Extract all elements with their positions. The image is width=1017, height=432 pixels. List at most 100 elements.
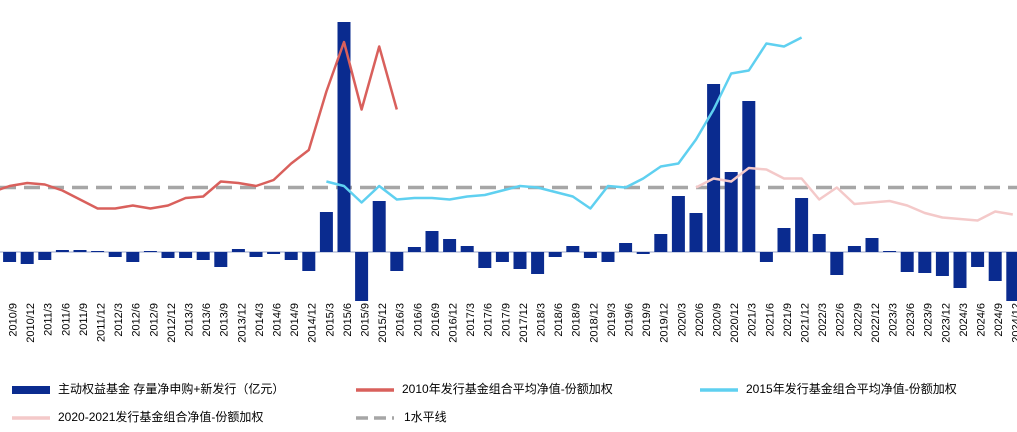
bar [935, 252, 949, 276]
bar [654, 234, 668, 252]
bar [548, 252, 562, 257]
legend-swatch [12, 386, 50, 394]
x-tick-label: 2024/12 [1011, 303, 1017, 343]
bar [601, 252, 615, 262]
x-tick-label: 2018/12 [588, 303, 600, 343]
legend-label: 2020-2021发行基金组合净值-份额加权 [58, 409, 263, 424]
x-tick-label: 2022/6 [835, 303, 847, 337]
bar [724, 172, 738, 252]
x-tick-label: 2017/6 [483, 303, 495, 337]
x-tick-label: 2021/3 [747, 303, 759, 337]
x-tick-label: 2011/3 [43, 303, 55, 336]
x-tick-label: 2012/12 [166, 303, 178, 343]
bar [636, 252, 650, 254]
bar [249, 252, 263, 257]
bar [38, 252, 52, 260]
x-tick-label: 2012/6 [131, 303, 143, 337]
bar [372, 201, 386, 252]
legend-label: 主动权益基金 存量净申购+新发行（亿元） [58, 381, 284, 396]
x-tick-label: 2016/3 [395, 303, 407, 337]
bar [847, 246, 861, 252]
x-tick-label: 2014/3 [254, 303, 266, 337]
bar [126, 252, 140, 262]
bar [319, 212, 333, 252]
x-tick-label: 2023/12 [940, 303, 952, 343]
bar [583, 252, 597, 258]
x-tick-label: 2013/12 [236, 303, 248, 343]
x-tick-label: 2018/9 [571, 303, 583, 337]
x-tick-label: 2014/6 [272, 303, 284, 337]
x-tick-label: 2013/3 [184, 303, 196, 337]
bar [460, 246, 474, 252]
x-tick-label: 2018/3 [536, 303, 548, 337]
x-tick-label: 2021/6 [764, 303, 776, 337]
x-tick-label: 2015/12 [377, 303, 389, 343]
x-tick-label: 2017/12 [518, 303, 530, 343]
x-tick-label: 2015/6 [342, 303, 354, 337]
x-tick-label: 2022/9 [852, 303, 864, 337]
x-tick-label: 2016/6 [412, 303, 424, 337]
bar [55, 250, 69, 252]
bar [302, 252, 316, 271]
legend-label: 2010年发行基金组合平均净值-份额加权 [402, 381, 613, 396]
x-tick-label: 2024/3 [958, 303, 970, 337]
x-tick-label: 2019/12 [659, 303, 671, 343]
x-tick-label: 2011/6 [60, 303, 72, 336]
x-tick-label: 2016/9 [430, 303, 442, 337]
bar [443, 239, 457, 252]
x-tick-label: 2021/12 [800, 303, 812, 343]
x-tick-label: 2011/9 [78, 303, 90, 336]
bar [214, 252, 228, 267]
bar [812, 234, 826, 252]
legend-label: 2015年发行基金组合平均净值-份额加权 [746, 381, 957, 396]
bar [337, 22, 351, 252]
bar [91, 251, 105, 252]
x-tick-label: 2019/9 [641, 303, 653, 337]
bar [777, 228, 791, 252]
x-tick-label: 2020/3 [676, 303, 688, 337]
line [326, 36, 803, 210]
bar [3, 252, 17, 262]
bar [390, 252, 404, 271]
bar [478, 252, 492, 268]
bar [988, 252, 1002, 281]
bar [918, 252, 932, 273]
x-tick-label: 2020/9 [712, 303, 724, 337]
x-tick-label: 2010/9 [8, 303, 20, 337]
x-tick-label: 2017/3 [465, 303, 477, 337]
bar [707, 84, 721, 252]
bar [566, 246, 580, 252]
bar [231, 249, 245, 252]
bar [161, 252, 175, 258]
x-tick-label: 2010/12 [25, 303, 37, 343]
x-tick-label: 2023/9 [923, 303, 935, 337]
line [695, 166, 1014, 222]
x-tick-label: 2015/3 [324, 303, 336, 337]
bar [495, 252, 509, 262]
x-tick-label: 2024/9 [993, 303, 1005, 337]
bar [73, 250, 87, 252]
bar [795, 198, 809, 252]
bar [513, 252, 527, 269]
bar [143, 251, 157, 252]
x-tick-label: 2013/6 [201, 303, 213, 337]
bar [531, 252, 545, 274]
x-tick-label: 2015/9 [360, 303, 372, 337]
bar [1006, 252, 1017, 301]
bar [425, 231, 439, 252]
bar [759, 252, 773, 262]
legend-label: 1水平线 [404, 410, 447, 424]
bar [900, 252, 914, 272]
x-tick-label: 2022/3 [817, 303, 829, 337]
bar [108, 252, 122, 257]
x-tick-label: 2019/3 [606, 303, 618, 337]
bar [865, 238, 879, 252]
bar [883, 251, 897, 252]
x-tick-label: 2023/3 [888, 303, 900, 337]
x-tick-label: 2018/6 [553, 303, 565, 337]
bar [830, 252, 844, 275]
bar [689, 213, 703, 252]
x-tick-label: 2013/9 [219, 303, 231, 337]
bar [20, 252, 34, 264]
x-tick-label: 2021/9 [782, 303, 794, 337]
